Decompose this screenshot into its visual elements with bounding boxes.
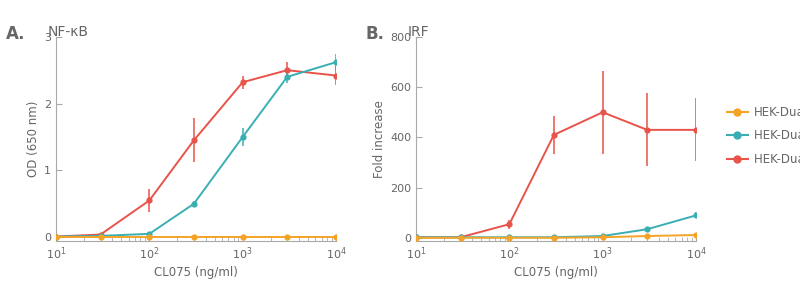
Y-axis label: Fold increase: Fold increase [373,100,386,178]
Text: A.: A. [6,25,25,42]
Text: B.: B. [366,25,385,42]
Legend: HEK-Dual™, HEK-Dual™ hTLR7, HEK-Dual™ hTLR8: HEK-Dual™, HEK-Dual™ hTLR7, HEK-Dual™ hT… [722,101,800,171]
Text: NF-κB: NF-κB [48,25,89,38]
X-axis label: CL075 (ng/ml): CL075 (ng/ml) [514,266,598,279]
Y-axis label: OD (650 nm): OD (650 nm) [27,100,40,177]
Text: IRF: IRF [408,25,430,38]
X-axis label: CL075 (ng/ml): CL075 (ng/ml) [154,266,238,279]
